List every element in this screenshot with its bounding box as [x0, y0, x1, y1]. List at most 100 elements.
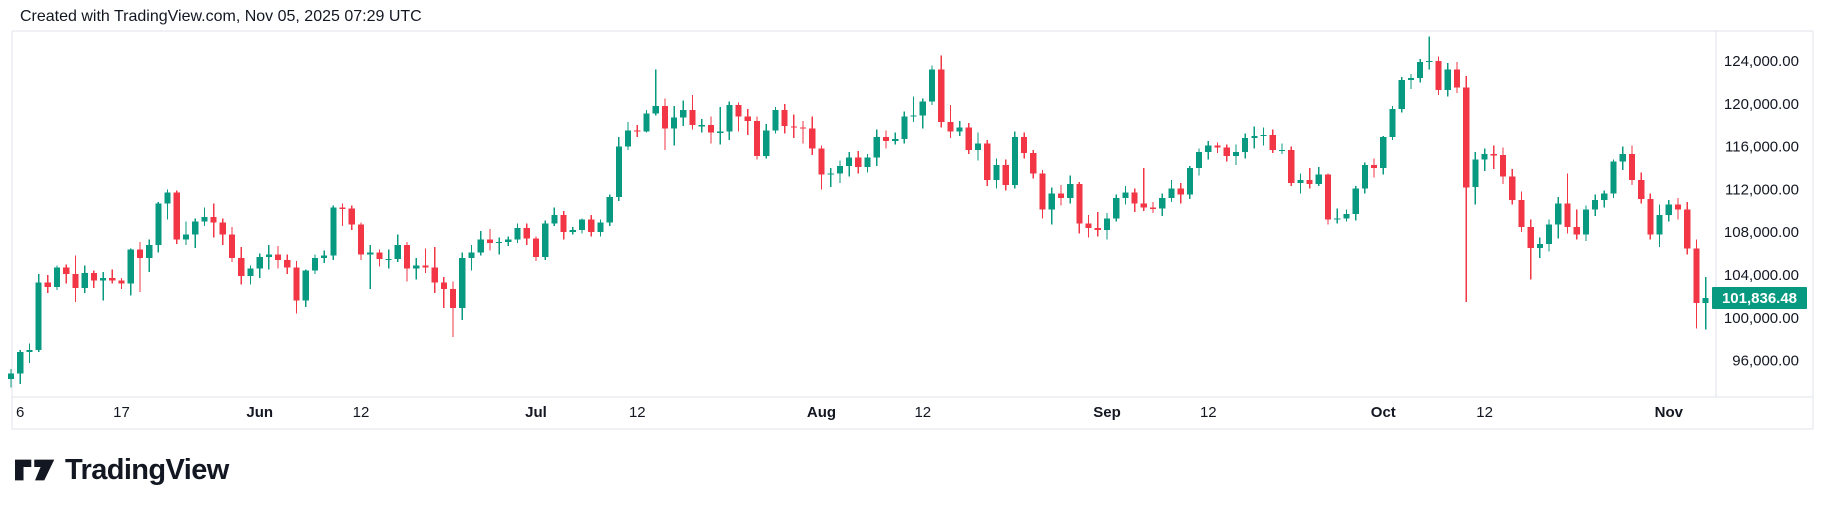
candle	[7, 369, 15, 388]
price-tick-label: 104,000.00	[1724, 267, 1799, 284]
candle	[321, 250, 328, 264]
candle	[781, 103, 788, 134]
candle	[1628, 145, 1636, 186]
candle	[1269, 129, 1276, 153]
candle	[1232, 144, 1240, 165]
candle	[274, 246, 282, 269]
candle	[486, 228, 494, 251]
candle	[836, 160, 843, 183]
candle	[339, 203, 346, 226]
candle	[44, 275, 51, 294]
candle	[799, 120, 807, 144]
candle	[790, 114, 797, 139]
candle	[606, 194, 613, 226]
candle	[35, 273, 42, 353]
candle	[173, 190, 180, 244]
price-tick-label: 112,000.00	[1725, 181, 1799, 198]
candle	[698, 118, 705, 133]
candle	[311, 254, 319, 274]
candle	[578, 218, 586, 234]
candle	[689, 95, 696, 130]
candle	[993, 158, 1000, 189]
candle	[680, 100, 687, 127]
candle	[569, 226, 576, 235]
candle	[394, 234, 401, 263]
candle	[403, 241, 411, 282]
candle	[1674, 197, 1682, 220]
candle	[284, 254, 291, 274]
candle	[1398, 77, 1405, 113]
candle	[1499, 147, 1507, 185]
candle	[1481, 148, 1488, 172]
candle	[624, 121, 632, 150]
candle	[1288, 146, 1295, 187]
candle	[1545, 219, 1553, 252]
candle	[1085, 215, 1092, 238]
candle	[238, 247, 245, 285]
candle	[1518, 191, 1525, 233]
candle	[1592, 194, 1599, 217]
candle	[1039, 170, 1046, 219]
candle	[228, 226, 236, 263]
candle	[1159, 193, 1166, 217]
time-tick-label: Nov	[1655, 404, 1684, 421]
candle	[1076, 181, 1083, 234]
candle	[846, 151, 853, 177]
candle	[1067, 175, 1074, 204]
candle	[1647, 193, 1654, 240]
candle	[1417, 58, 1424, 83]
candle	[1665, 200, 1672, 222]
candle	[864, 154, 871, 173]
candle	[1582, 205, 1590, 241]
candle	[81, 265, 88, 294]
candle	[1094, 211, 1101, 237]
candle	[910, 96, 917, 122]
candle	[984, 140, 991, 187]
candle	[449, 281, 457, 338]
price-axis: 124,000.00 120,000.00 116,000.00 112,000.00…	[1724, 53, 1799, 370]
candle	[652, 69, 659, 116]
candle	[1297, 173, 1304, 194]
candle	[744, 109, 751, 135]
candle	[597, 219, 604, 237]
candle	[1002, 159, 1009, 191]
candle	[1103, 212, 1111, 240]
price-tick-label: 96,000.00	[1732, 353, 1799, 370]
candle	[348, 205, 355, 231]
candle	[1490, 145, 1497, 170]
candle	[1426, 36, 1433, 70]
candle	[109, 269, 116, 284]
candle	[1463, 75, 1470, 302]
candle	[919, 98, 926, 129]
candle	[302, 269, 309, 308]
time-tick-label: 12	[1476, 404, 1493, 421]
time-tick-label: 17	[113, 404, 130, 421]
time-tick-label: 6	[16, 404, 24, 421]
candle	[505, 236, 512, 247]
price-tick-label: 100,000.00	[1724, 310, 1799, 327]
candle	[265, 245, 272, 270]
candle	[1251, 126, 1258, 149]
candle	[201, 207, 208, 226]
candle	[532, 236, 540, 262]
candle	[385, 249, 392, 269]
attribution-text: Created with TradingView.com, Nov 05, 20…	[20, 8, 422, 25]
tradingview-logo[interactable]: TradingView	[15, 453, 229, 487]
candle	[1242, 133, 1249, 159]
candle	[1306, 167, 1313, 189]
time-tick-label: Sep	[1093, 404, 1121, 421]
candle	[1343, 209, 1350, 222]
candle	[1573, 209, 1580, 240]
candle	[422, 248, 429, 273]
candle	[1324, 173, 1332, 225]
candle	[1610, 159, 1617, 198]
candle	[588, 215, 595, 237]
candle	[763, 124, 770, 159]
candles-layer	[7, 36, 1709, 388]
candle	[17, 349, 24, 385]
candle	[367, 245, 374, 289]
candle	[219, 218, 226, 246]
